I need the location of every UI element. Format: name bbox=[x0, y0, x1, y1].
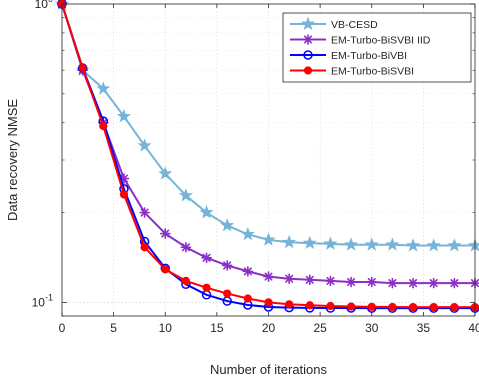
data-point bbox=[286, 301, 293, 308]
data-point bbox=[326, 276, 335, 285]
x-tick-label: 10 bbox=[159, 321, 173, 335]
y-tick-label-exponent: 0 bbox=[48, 0, 53, 4]
x-tick-label: 20 bbox=[262, 321, 276, 335]
data-point bbox=[409, 303, 416, 310]
data-point bbox=[141, 244, 148, 251]
data-point bbox=[100, 122, 107, 129]
x-tick-label: 25 bbox=[313, 321, 327, 335]
y-tick-label-base: 10 bbox=[35, 0, 49, 11]
legend-label: EM-Turbo-BiVBI bbox=[331, 50, 407, 62]
legend-label: VB-CESD bbox=[331, 19, 378, 31]
legend: VB-CESD EM-Turbo-BiSVBI IID EM-Turbo-BiVBI… bbox=[283, 13, 471, 82]
data-point bbox=[285, 274, 294, 283]
data-point bbox=[202, 253, 211, 262]
y-tick-label-base: 10 bbox=[32, 295, 46, 309]
x-tick-label: 40 bbox=[468, 321, 479, 335]
data-point bbox=[162, 266, 169, 273]
x-tick-label: 0 bbox=[59, 321, 66, 335]
data-point bbox=[451, 303, 458, 310]
data-point bbox=[161, 229, 170, 238]
data-point bbox=[120, 191, 127, 198]
data-point bbox=[181, 243, 190, 252]
data-point bbox=[389, 303, 396, 310]
data-point bbox=[306, 302, 313, 309]
data-point bbox=[327, 302, 334, 309]
data-point bbox=[224, 290, 231, 297]
data-point bbox=[140, 208, 149, 217]
x-tick-label: 35 bbox=[417, 321, 431, 335]
y-tick-label: 10-1 bbox=[32, 292, 53, 309]
legend-swatch-marker bbox=[304, 35, 313, 44]
y-axis-label: Data recovery NMSE bbox=[5, 99, 20, 221]
legend-swatch-marker bbox=[304, 67, 311, 74]
data-point bbox=[203, 284, 210, 291]
x-tick-label: 30 bbox=[365, 321, 379, 335]
legend-label: EM-Turbo-BiSVBI bbox=[331, 66, 414, 78]
data-point bbox=[347, 278, 356, 287]
data-point bbox=[79, 64, 86, 71]
data-point bbox=[367, 278, 376, 287]
x-axis-label: Number of iterations bbox=[210, 362, 328, 377]
data-point bbox=[430, 303, 437, 310]
data-point bbox=[223, 261, 232, 270]
data-point bbox=[450, 279, 459, 288]
y-tick-label-exponent: -1 bbox=[45, 292, 53, 302]
x-tick-label: 5 bbox=[110, 321, 117, 335]
data-point bbox=[388, 279, 397, 288]
data-point bbox=[409, 279, 418, 288]
data-point bbox=[243, 267, 252, 276]
legend-label: EM-Turbo-BiSVBI IID bbox=[331, 35, 431, 47]
data-point bbox=[368, 303, 375, 310]
data-point bbox=[305, 275, 314, 284]
data-point bbox=[244, 295, 251, 302]
data-point bbox=[429, 279, 438, 288]
data-point bbox=[348, 303, 355, 310]
data-point bbox=[182, 277, 189, 284]
data-point bbox=[265, 299, 272, 306]
x-tick-label: 15 bbox=[210, 321, 224, 335]
y-tick-label: 100 bbox=[35, 0, 53, 11]
data-point bbox=[264, 272, 273, 281]
